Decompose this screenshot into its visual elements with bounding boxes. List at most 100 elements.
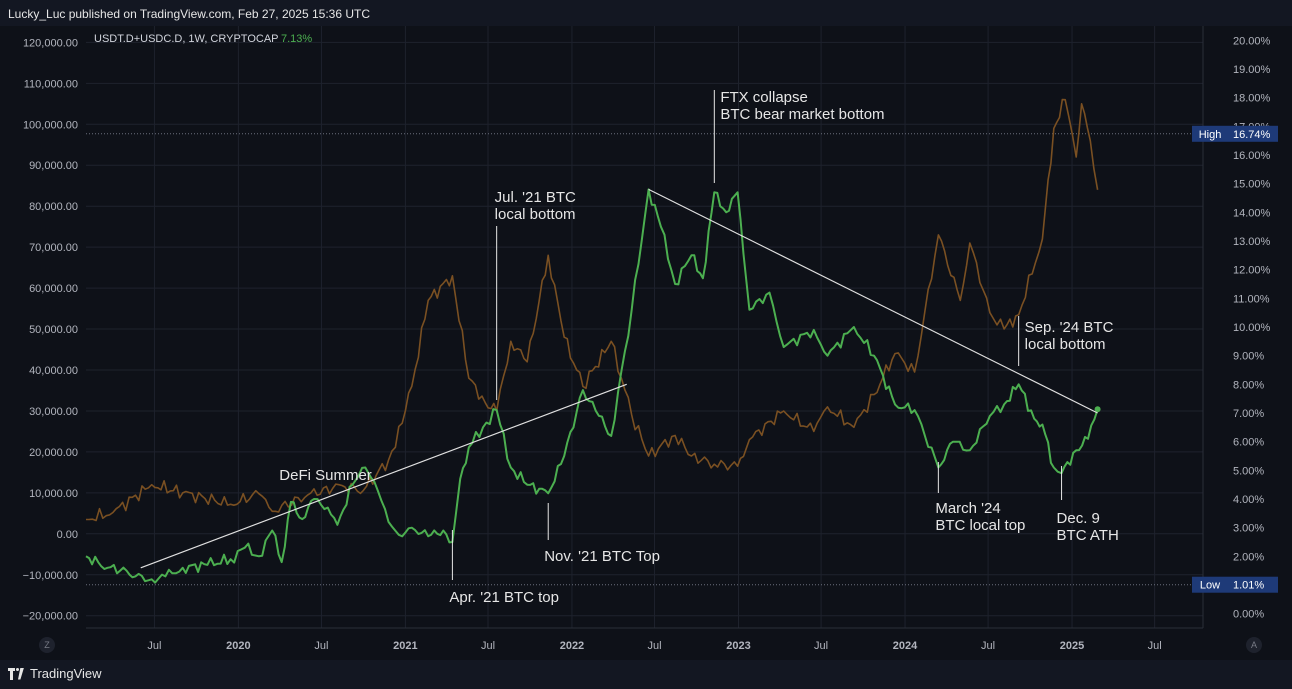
right-axis-tick: 7.00%: [1233, 408, 1264, 420]
right-axis-tick: 10.00%: [1233, 322, 1271, 334]
marker-lines: [86, 133, 1203, 586]
right-axis-tick: 5.00%: [1233, 465, 1264, 477]
annotation-label: DeFi Summer: [279, 467, 372, 484]
left-axis-tick: 60,000.00: [29, 283, 78, 295]
left-axis-tick: −10,000.00: [23, 570, 78, 582]
x-axis-tick: Jul: [648, 640, 662, 652]
btc-price-line: [85, 98, 1099, 522]
auto-scale-button-label: A: [1251, 640, 1257, 650]
right-axis-tick: 8.00%: [1233, 379, 1264, 391]
low-marker-value: 1.01%: [1233, 580, 1264, 592]
chart-background: [0, 26, 1292, 660]
trendlines[interactable]: [140, 188, 1098, 569]
price-markers: High 16.74% Low 1.01%: [1192, 125, 1278, 593]
annotation-label: Nov. '21 BTC Top: [544, 548, 660, 565]
right-axis-tick: 20.00%: [1233, 35, 1271, 47]
left-axis-tick: 0.00: [57, 529, 78, 541]
x-axis-tick: Jul: [147, 640, 161, 652]
right-axis-tick: 3.00%: [1233, 523, 1264, 535]
legend-symbol: USDT.D+USDC.D, 1W, CRYPTOCAP: [94, 33, 279, 45]
tradingview-logo[interactable]: TradingView: [8, 666, 102, 681]
footer-bar: [0, 660, 1292, 689]
right-axis-tick: 15.00%: [1233, 179, 1271, 191]
annotation: DeFi Summer: [279, 467, 372, 484]
left-axis-tick: 10,000.00: [29, 488, 78, 500]
annotation-label: BTC bear market bottom: [720, 106, 884, 123]
left-axis-tick: −20,000.00: [23, 611, 78, 623]
left-axis-tick: 70,000.00: [29, 242, 78, 254]
annotation-label: local bottom: [1025, 336, 1106, 353]
grid: [86, 26, 1204, 629]
right-axis-tick: 11.00%: [1233, 293, 1270, 305]
annotation: Nov. '21 BTC Top: [544, 503, 660, 565]
left-axis-tick: 90,000.00: [29, 160, 78, 172]
low-marker-label-bg: [1192, 576, 1228, 593]
high-marker-value-bg: [1228, 125, 1278, 142]
left-axis-tick: 100,000.00: [23, 119, 78, 131]
x-axis-tick: Jul: [1148, 640, 1162, 652]
low-marker-value-bg: [1228, 576, 1278, 593]
x-axis-tick: 2021: [393, 640, 417, 652]
right-axis-tick: 14.00%: [1233, 207, 1271, 219]
right-axis-tick: 6.00%: [1233, 437, 1264, 449]
right-axis-tick: 0.00%: [1233, 609, 1264, 621]
x-axis-tick: Jul: [814, 640, 828, 652]
right-axis-tick: 12.00%: [1233, 265, 1271, 277]
left-axis-tick: 50,000.00: [29, 324, 78, 336]
left-axis-tick: 110,000.00: [24, 78, 78, 90]
stablecoin-dominance-line: [85, 188, 1099, 584]
right-axis-tick: 9.00%: [1233, 351, 1264, 363]
trendline: [648, 188, 1098, 414]
x-axis-tick: 2025: [1060, 640, 1084, 652]
top-bar: Lucky_Luc published on TradingView.com, …: [0, 0, 1292, 26]
annotation-label: March '24: [935, 500, 1000, 517]
annotation-label: FTX collapse: [720, 89, 808, 106]
x-axis-tick: Jul: [314, 640, 328, 652]
last-value-dot: [1094, 406, 1101, 413]
right-axis-tick: 16.00%: [1233, 150, 1271, 162]
annotation-label: Dec. 9: [1057, 510, 1100, 527]
series-layer: [85, 98, 1101, 584]
annotation: Apr. '21 BTC top: [449, 530, 559, 606]
x-axis-tick: Jul: [981, 640, 995, 652]
high-marker-label: High: [1199, 129, 1222, 141]
left-axis-tick: 120,000.00: [23, 37, 78, 49]
tradingview-logo-icon: [8, 667, 24, 680]
zoom-button[interactable]: [39, 637, 55, 653]
annotation-label: BTC local top: [935, 517, 1025, 534]
annotation-label: BTC ATH: [1057, 527, 1119, 544]
annotation-label: local bottom: [495, 206, 576, 223]
trendline: [140, 383, 627, 569]
right-axis-tick: 2.00%: [1233, 551, 1264, 563]
left-axis[interactable]: 120,000.00 110,000.00 100,000.00 90,000.00 8…: [23, 37, 78, 622]
annotation-label: Jul. '21 BTC: [495, 189, 576, 206]
x-axis[interactable]: Jul 2020 Jul 2021 Jul 2022 Jul 2023 Jul 2024 Jul 20…: [147, 640, 1161, 652]
high-marker-value: 16.74%: [1233, 129, 1271, 141]
annotation-label: Sep. '24 BTC: [1025, 319, 1114, 336]
zoom-button-label: Z: [44, 640, 50, 650]
x-axis-tick: Jul: [481, 640, 495, 652]
tradingview-logo-text: TradingView: [30, 666, 102, 681]
left-axis-tick: 30,000.00: [29, 406, 78, 418]
high-marker-label-bg: [1192, 125, 1228, 142]
auto-scale-button[interactable]: [1246, 637, 1262, 653]
x-axis-tick: 2023: [726, 640, 750, 652]
x-axis-tick: 2020: [226, 640, 250, 652]
left-axis-tick: 20,000.00: [29, 447, 78, 459]
low-marker-label: Low: [1200, 580, 1220, 592]
legend[interactable]: USDT.D+USDC.D, 1W, CRYPTOCAP 7.13%: [94, 33, 312, 45]
right-axis-tick: 4.00%: [1233, 494, 1264, 506]
legend-value: 7.13%: [281, 33, 312, 45]
left-axis-tick: 80,000.00: [29, 201, 78, 213]
right-axis-tick: 19.00%: [1233, 64, 1271, 76]
x-axis-tick: 2024: [893, 640, 918, 652]
publisher-info: Lucky_Luc published on TradingView.com, …: [8, 7, 371, 21]
right-axis-tick: 18.00%: [1233, 93, 1271, 105]
left-axis-tick: 40,000.00: [29, 365, 78, 377]
right-axis-tick: 13.00%: [1233, 236, 1271, 248]
